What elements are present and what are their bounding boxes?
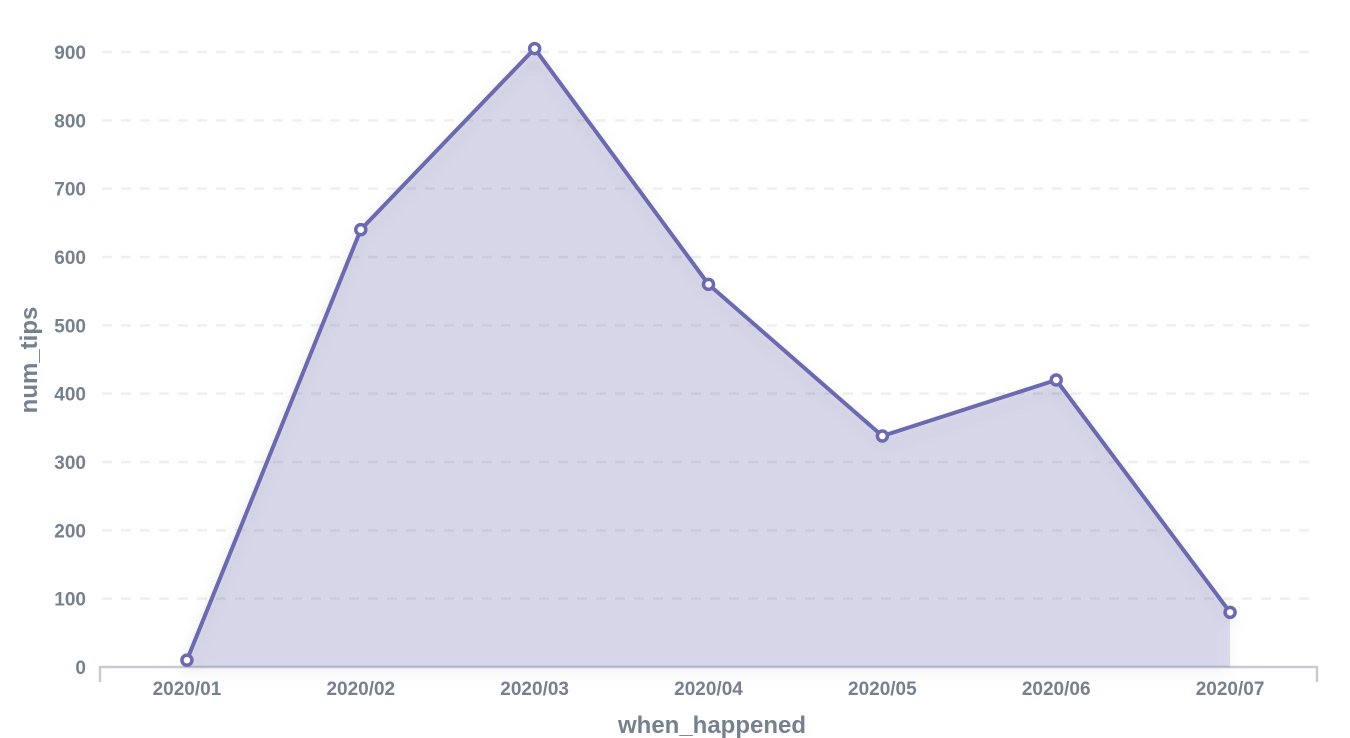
- x-tick-label: 2020/02: [326, 679, 395, 700]
- y-tick-label: 200: [54, 521, 86, 542]
- data-point[interactable]: [1223, 605, 1237, 620]
- x-tick-label: 2020/06: [1022, 679, 1091, 700]
- y-tick-label: 600: [54, 248, 86, 269]
- x-tick-label: 2020/03: [500, 679, 569, 700]
- y-tick-label: 0: [75, 658, 86, 679]
- x-tick-label: 2020/05: [848, 679, 917, 700]
- series-group: [184, 46, 1233, 668]
- y-tick-label: 700: [54, 180, 86, 201]
- x-axis-line: [98, 665, 1319, 682]
- y-tick-label: 800: [54, 111, 86, 132]
- y-tick-label: 300: [54, 453, 86, 474]
- y-tick-label: 400: [54, 385, 86, 406]
- data-point[interactable]: [527, 41, 542, 56]
- y-tick-label: 900: [54, 43, 86, 64]
- data-point[interactable]: [875, 429, 890, 443]
- x-tick-label: 2020/04: [674, 679, 743, 700]
- y-axis-title: num_tips: [16, 306, 43, 414]
- y-tick-label: 100: [54, 590, 86, 611]
- y-tick-label: 500: [54, 316, 86, 337]
- data-point[interactable]: [701, 277, 716, 292]
- data-point[interactable]: [1049, 373, 1063, 387]
- area-fill: [186, 48, 1231, 668]
- data-point[interactable]: [180, 653, 194, 667]
- x-tick-label: 2020/07: [1196, 679, 1265, 700]
- x-tick-label: 2020/01: [153, 679, 222, 700]
- x-axis-title: when_happened: [617, 712, 807, 738]
- data-point[interactable]: [354, 222, 368, 237]
